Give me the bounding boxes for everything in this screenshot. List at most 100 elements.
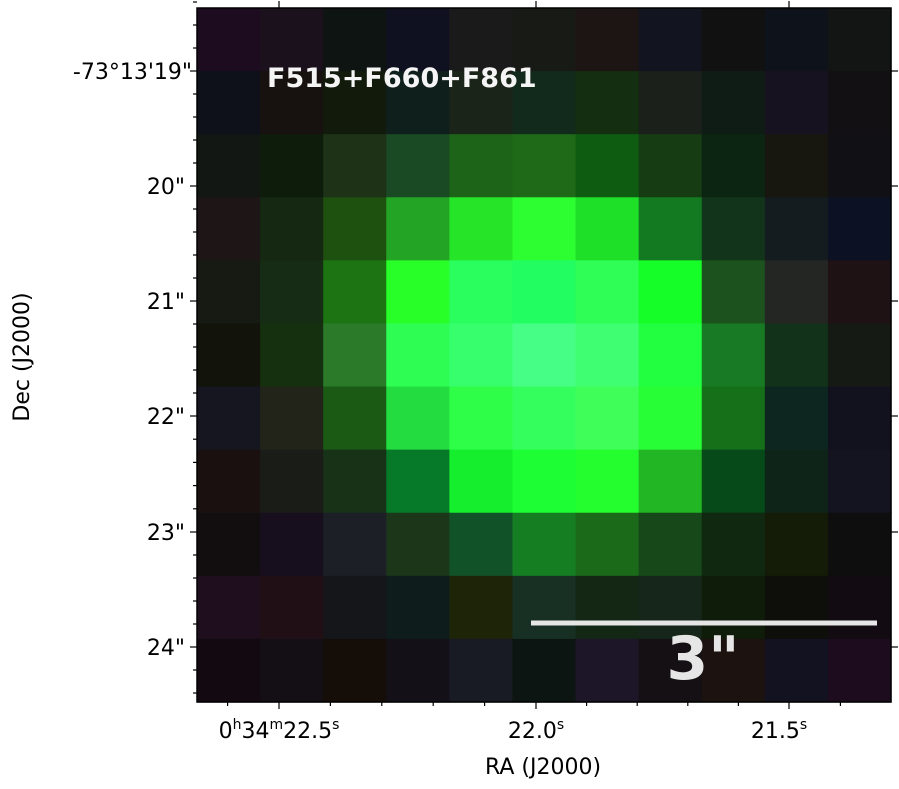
image-pixel [638, 260, 703, 325]
image-pixel [197, 8, 261, 72]
image-pixel [638, 638, 703, 703]
image-pixel [323, 575, 387, 640]
filter-label: F515+F660+F861 [267, 63, 537, 94]
image-pixel [575, 8, 640, 72]
x-tick-label: 0h34m22.5s [219, 717, 340, 744]
image-pixel [512, 575, 577, 640]
y-tick-label: 23" [147, 521, 185, 546]
image-pixel [827, 134, 892, 198]
image-pixel [323, 386, 387, 451]
image-pixel [386, 386, 450, 451]
image-pixel [827, 8, 892, 72]
image-pixel [827, 575, 892, 640]
image-pixel [638, 134, 703, 198]
image-pixel [197, 638, 261, 703]
x-tick-label: 22.0s [508, 717, 564, 744]
image-pixel [701, 386, 766, 451]
image-pixel [575, 71, 640, 135]
image-pixel [827, 638, 892, 703]
y-tick-label: 20" [147, 175, 185, 200]
image-pixel [323, 134, 387, 198]
image-pixel [638, 8, 703, 72]
x-tick-label: 21.5s [751, 717, 807, 744]
image-pixel [449, 449, 514, 514]
image-pixel [827, 386, 892, 451]
image-pixel [701, 197, 766, 261]
image-pixel [638, 512, 703, 577]
image-pixel [323, 197, 387, 261]
image-pixel [260, 134, 324, 198]
image-pixel [197, 197, 261, 261]
image-pixel [512, 71, 577, 135]
image-pixel [323, 638, 387, 703]
image-pixel [386, 449, 450, 514]
image-pixel [449, 260, 514, 325]
image-pixel [449, 197, 514, 261]
image-pixel [701, 323, 766, 388]
image-pixel [575, 449, 640, 514]
image-pixel [764, 134, 829, 198]
image-pixel [575, 575, 640, 640]
image-pixel [449, 8, 514, 72]
image-pixel [512, 8, 577, 72]
image-pixel [260, 323, 324, 388]
image-pixel [260, 575, 324, 640]
image-pixel [260, 8, 324, 72]
image-pixel [449, 323, 514, 388]
image-pixel [575, 323, 640, 388]
image-pixel [386, 512, 450, 577]
image-pixel [764, 260, 829, 325]
image-pixel [701, 134, 766, 198]
image-pixel [827, 197, 892, 261]
image-pixel [827, 323, 892, 388]
y-tick-label: 24" [147, 636, 185, 661]
image-pixel [449, 512, 514, 577]
image-pixel [827, 449, 892, 514]
image-pixel [512, 260, 577, 325]
axis-ticks [190, 1, 898, 709]
scale-bar-label: 3" [666, 624, 739, 694]
image-pixel [197, 134, 261, 198]
image-pixel [449, 71, 514, 135]
image-pixel [575, 134, 640, 198]
image-pixel [449, 134, 514, 198]
image-pixel [638, 323, 703, 388]
image-pixel [827, 512, 892, 577]
image-pixel [638, 197, 703, 261]
image-pixel [575, 260, 640, 325]
image-pixel [197, 260, 261, 325]
image-pixel [197, 449, 261, 514]
y-tick-label: 21" [147, 290, 185, 315]
image-pixel [638, 449, 703, 514]
image-pixel [764, 323, 829, 388]
image-pixel [701, 71, 766, 135]
y-tick-label: 22" [147, 405, 185, 430]
image-pixel [638, 386, 703, 451]
image-pixel [764, 71, 829, 135]
image-pixel [386, 575, 450, 640]
image-pixel [323, 449, 387, 514]
image-pixel [827, 71, 892, 135]
image-pixel [197, 323, 261, 388]
image-pixel [197, 386, 261, 451]
image-pixel [575, 638, 640, 703]
image-pixel [197, 71, 261, 135]
image-pixel [764, 8, 829, 72]
image-pixel [512, 386, 577, 451]
image-pixel [701, 512, 766, 577]
image-pixel [764, 638, 829, 703]
image-pixel [575, 386, 640, 451]
image-pixel [197, 512, 261, 577]
image-pixel [512, 512, 577, 577]
image-pixel [764, 386, 829, 451]
image-pixel [449, 638, 514, 703]
image-pixel [764, 575, 829, 640]
image-pixel [512, 323, 577, 388]
image-pixel [260, 386, 324, 451]
image-pixel [323, 71, 387, 135]
image-pixel [512, 449, 577, 514]
image-pixel [701, 8, 766, 72]
image-pixel [323, 323, 387, 388]
image-pixel [386, 197, 450, 261]
